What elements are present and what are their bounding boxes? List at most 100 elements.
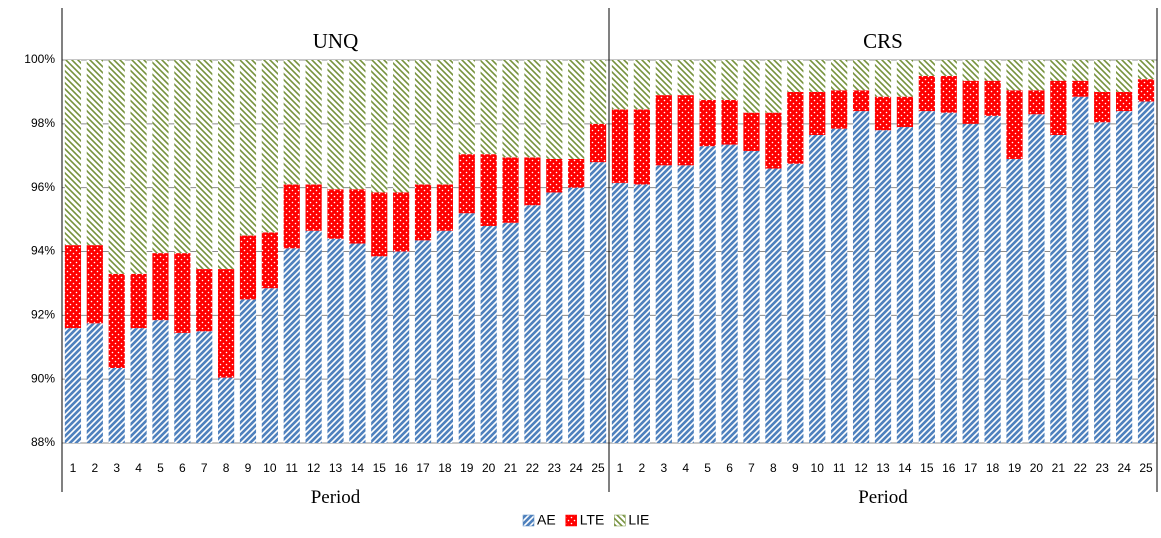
bar-segment xyxy=(809,135,826,444)
bar-segment xyxy=(546,158,563,193)
bar-segment xyxy=(174,60,191,254)
bar-segment xyxy=(458,60,475,155)
y-tick-label: 88% xyxy=(31,435,55,449)
bar-segment xyxy=(524,205,541,443)
x-tick-label: 8 xyxy=(223,461,230,475)
panel-title: CRS xyxy=(863,29,903,53)
bar-segment xyxy=(458,154,475,214)
x-tick-label: 15 xyxy=(920,461,934,475)
x-axis-title: Period xyxy=(311,487,361,508)
bar-segment xyxy=(218,377,235,443)
bar-segment xyxy=(787,60,804,92)
x-tick-label: 9 xyxy=(792,461,799,475)
bar-segment xyxy=(64,328,82,443)
x-tick-label: 23 xyxy=(548,461,562,475)
x-tick-label: 21 xyxy=(504,461,518,475)
x-tick-label: 11 xyxy=(286,461,299,475)
bar-segment xyxy=(984,80,1001,116)
x-tick-label: 18 xyxy=(986,461,1000,475)
bar-segment xyxy=(502,60,519,158)
bar-segment xyxy=(874,60,892,97)
bar-segment xyxy=(568,187,585,443)
x-tick-label: 1 xyxy=(617,461,624,475)
bar-segment xyxy=(962,60,979,81)
bar-segment xyxy=(699,60,716,100)
bar-segment xyxy=(174,332,191,443)
bar-segment xyxy=(655,95,672,166)
x-tick-label: 11 xyxy=(833,461,846,475)
bar-segment xyxy=(589,60,607,124)
y-tick-label: 98% xyxy=(31,116,55,130)
bar-segment xyxy=(1116,111,1133,444)
bar-segment xyxy=(743,60,760,113)
bar-segment xyxy=(633,60,650,110)
bar-segment xyxy=(218,60,235,270)
bar-segment xyxy=(589,123,607,163)
bar-segment xyxy=(64,245,82,329)
x-tick-label: 3 xyxy=(113,461,120,475)
bar-segment xyxy=(589,162,607,443)
x-tick-label: 24 xyxy=(570,461,584,475)
x-tick-label: 6 xyxy=(726,461,733,475)
bar-segment xyxy=(1050,135,1067,444)
x-tick-label: 22 xyxy=(1074,461,1088,475)
bar-segment xyxy=(633,184,650,443)
bar-segment xyxy=(130,60,147,274)
bar-segment xyxy=(1137,101,1155,443)
y-tick-label: 100% xyxy=(24,52,55,66)
legend-label: AE xyxy=(537,512,556,528)
bar-segment xyxy=(809,60,826,92)
bar-segment xyxy=(196,60,213,270)
bar-segment xyxy=(436,184,453,231)
bar-segment xyxy=(765,60,782,113)
y-tick-label: 96% xyxy=(31,180,55,194)
bar-segment xyxy=(327,60,344,190)
bar-segment xyxy=(1006,90,1023,159)
bar-segment xyxy=(480,225,497,443)
bar-segment xyxy=(940,112,957,443)
bar-segment xyxy=(677,95,694,166)
bar-segment xyxy=(677,60,694,96)
x-tick-label: 6 xyxy=(179,461,186,475)
x-tick-label: 8 xyxy=(770,461,777,475)
bar-segment xyxy=(305,230,322,443)
bar-segment xyxy=(984,115,1001,444)
bar-segment xyxy=(130,328,147,443)
x-tick-label: 17 xyxy=(416,461,430,475)
bar-segment xyxy=(261,60,278,233)
bar-segment xyxy=(524,60,541,158)
bar-segment xyxy=(152,253,169,321)
panel-title: UNQ xyxy=(313,29,359,53)
x-tick-label: 19 xyxy=(460,461,474,475)
x-tick-label: 18 xyxy=(438,461,452,475)
bar-segment xyxy=(86,323,103,443)
bar-segment xyxy=(196,331,213,443)
x-tick-label: 14 xyxy=(898,461,912,475)
bar-segment xyxy=(283,248,300,443)
bar-segment xyxy=(458,213,475,443)
x-tick-label: 3 xyxy=(660,461,667,475)
legend-swatch xyxy=(614,514,626,527)
bar-segment xyxy=(371,192,388,257)
bar-segment xyxy=(546,192,563,443)
bar-segment xyxy=(1006,158,1023,444)
bar-segment xyxy=(349,189,366,244)
bar-segment xyxy=(218,269,235,378)
bar-segment xyxy=(809,91,826,136)
bar-segment xyxy=(699,99,716,147)
bar-segment xyxy=(721,99,738,145)
bar-segment xyxy=(393,192,410,252)
x-tick-label: 4 xyxy=(682,461,689,475)
bar-segment xyxy=(1116,91,1133,112)
bar-segment xyxy=(743,112,760,151)
bar-segment xyxy=(349,243,366,443)
bar-segment xyxy=(86,60,103,246)
bar-segment xyxy=(130,273,147,329)
bar-segment xyxy=(1006,60,1023,91)
bar-segment xyxy=(765,112,782,169)
bar-segment xyxy=(1072,60,1089,81)
bar-segment xyxy=(1028,114,1045,443)
bar-segment xyxy=(611,60,629,110)
bar-segment xyxy=(874,130,892,443)
x-tick-label: 15 xyxy=(373,461,387,475)
